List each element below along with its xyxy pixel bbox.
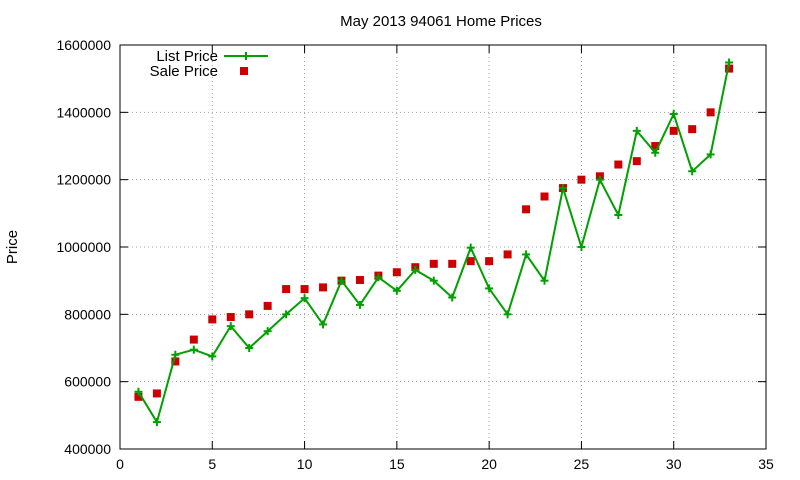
legend-label-sale-price: Sale Price xyxy=(150,63,218,80)
list-price-point xyxy=(558,184,567,193)
chart-title: May 2013 94061 Home Prices xyxy=(340,13,542,30)
sale-price-point xyxy=(245,310,254,319)
list-price-point xyxy=(392,286,401,295)
list-price-point xyxy=(189,345,198,354)
legend-marker-list-price xyxy=(242,52,250,60)
x-tick-label: 0 xyxy=(116,456,124,472)
sale-price-point xyxy=(688,125,697,134)
x-tick-label: 10 xyxy=(297,456,313,472)
y-tick-label: 1200000 xyxy=(56,172,111,188)
series-list-price xyxy=(134,58,734,427)
list-price-point xyxy=(226,322,235,331)
sale-price-point xyxy=(503,250,512,259)
list-price-point xyxy=(263,327,272,336)
sale-price-point xyxy=(614,160,623,169)
list-price-point xyxy=(522,250,531,259)
y-tick-label: 600000 xyxy=(64,374,111,390)
list-price-point xyxy=(282,310,291,319)
y-tick-label: 400000 xyxy=(64,441,111,457)
list-price-point xyxy=(595,175,604,184)
list-price-point xyxy=(503,310,512,319)
y-tick-label: 800000 xyxy=(64,306,111,322)
legend: List Price Sale Price xyxy=(150,48,268,80)
sale-price-point xyxy=(540,192,549,201)
sale-price-point xyxy=(392,268,401,277)
sale-price-point xyxy=(355,275,364,284)
sale-price-point xyxy=(448,259,457,268)
y-tick-label: 1400000 xyxy=(56,104,111,120)
x-tick-label: 5 xyxy=(208,456,216,472)
sale-price-point xyxy=(226,313,235,322)
sale-price-point xyxy=(651,142,660,150)
sale-price-point xyxy=(577,175,586,184)
plot-frame xyxy=(119,44,767,450)
x-tick-label: 35 xyxy=(758,456,774,472)
sale-price-point xyxy=(522,205,531,214)
sale-price-point xyxy=(263,301,272,310)
sale-price-point xyxy=(171,357,180,366)
list-price-point xyxy=(374,273,383,282)
list-price-point xyxy=(485,284,494,293)
sale-price-point xyxy=(208,315,217,324)
list-price-point xyxy=(300,294,309,303)
list-price-point xyxy=(152,418,161,427)
x-tick-label: 30 xyxy=(666,456,682,472)
list-price-point xyxy=(706,150,715,159)
axis-ticks: 400000 600000 800000 1000000 1200000 1400000 1… xyxy=(56,37,774,472)
list-price-point xyxy=(725,58,734,67)
list-price-point xyxy=(466,243,475,252)
legend-swatch-sale-price xyxy=(240,67,248,75)
list-price-point xyxy=(411,265,420,274)
list-price-point xyxy=(577,243,586,251)
sale-price-point xyxy=(189,335,198,344)
y-tick-label: 1000000 xyxy=(56,239,111,255)
sale-price-point xyxy=(319,283,328,292)
list-price-point xyxy=(651,148,660,157)
list-price-point xyxy=(355,300,364,309)
x-tick-label: 25 xyxy=(574,456,590,472)
sale-price-point xyxy=(300,285,309,294)
list-price-point xyxy=(171,350,180,359)
x-tick-label: 20 xyxy=(481,456,497,472)
list-price-point xyxy=(632,126,641,135)
series xyxy=(134,58,734,427)
list-price-point xyxy=(688,167,697,176)
x-tick-label: 15 xyxy=(389,456,405,472)
list-price-point xyxy=(669,110,678,119)
list-price-point xyxy=(134,387,143,396)
sale-price-point xyxy=(134,392,143,401)
list-price-point xyxy=(540,276,549,285)
list-price-point xyxy=(208,352,217,361)
list-price-point xyxy=(245,344,254,352)
list-price-point xyxy=(337,276,346,285)
y-tick-label: 1600000 xyxy=(56,37,111,53)
sale-price-point xyxy=(485,257,494,266)
list-price-point xyxy=(319,320,328,329)
series-sale-price xyxy=(134,64,734,401)
list-price-point xyxy=(448,293,457,302)
sale-price-point xyxy=(466,257,475,266)
sale-price-point xyxy=(669,126,678,135)
sale-price-point xyxy=(429,259,438,268)
sale-price-point xyxy=(282,285,291,294)
list-price-point xyxy=(429,276,438,285)
sale-price-point xyxy=(152,389,161,398)
grid xyxy=(120,45,766,449)
sale-price-point xyxy=(706,108,715,117)
list-price-point xyxy=(614,211,623,220)
sale-price-point xyxy=(725,64,734,73)
list-price-line xyxy=(137,62,731,424)
sale-price-point xyxy=(632,157,641,166)
y-axis-label: Price xyxy=(4,230,21,264)
legend-label-list-price: List Price xyxy=(156,48,218,65)
